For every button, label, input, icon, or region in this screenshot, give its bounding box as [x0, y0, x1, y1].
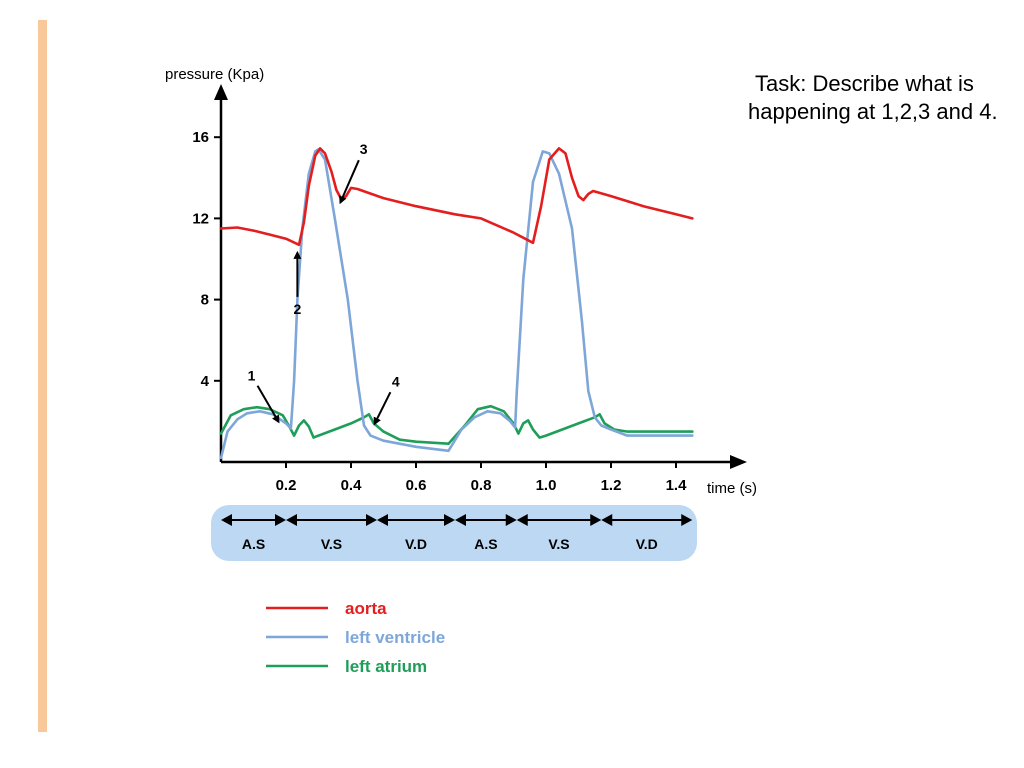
- y-tick-label: 8: [201, 292, 209, 309]
- series-line-aorta: [219, 147, 694, 247]
- phase-arrow-right: [366, 514, 377, 526]
- y-axis-label: pressure (Kpa): [165, 66, 264, 83]
- x-tick-label: 0.4: [341, 477, 363, 494]
- annotation-label-2: 2: [293, 301, 301, 317]
- y-axis-arrow: [214, 84, 228, 100]
- annotation-arrow-3: [339, 159, 360, 205]
- x-tick-label: 0.8: [471, 477, 492, 494]
- x-axis-arrow: [730, 455, 747, 469]
- legend-label-left-atrium: left atrium: [345, 657, 427, 676]
- phase-label: V.D: [405, 536, 427, 552]
- phase-label: A.S: [242, 536, 265, 552]
- annotation-label-4: 4: [392, 373, 400, 389]
- phase-label: V.S: [548, 536, 569, 552]
- x-tick-label: 0.2: [276, 477, 297, 494]
- phase-band-background: [211, 505, 697, 561]
- x-tick-label: 1.0: [536, 477, 557, 494]
- legend-label-left-ventricle: left ventricle: [345, 628, 445, 647]
- task-instruction: Task: Describe what is happening at 1,2,…: [748, 71, 998, 124]
- phase-arrow-left: [601, 514, 613, 526]
- phase-arrow-right: [444, 514, 455, 526]
- annotation-arrow-4: [373, 391, 392, 426]
- x-tick-label: 1.2: [601, 477, 622, 494]
- series-line-left-ventricle: [219, 148, 694, 460]
- annotation-label-3: 3: [360, 141, 368, 157]
- phase-arrow-left: [455, 514, 466, 526]
- x-axis-label: time (s): [707, 480, 757, 497]
- phase-arrow-left: [516, 514, 528, 526]
- x-tick-label: 0.6: [406, 477, 427, 494]
- annotation-label-1: 1: [248, 367, 256, 383]
- x-tick-label: 1.4: [666, 477, 688, 494]
- legend-label-aorta: aorta: [345, 599, 387, 618]
- phase-label: V.S: [321, 536, 342, 552]
- phase-arrow-right: [275, 514, 286, 526]
- phase-arrow-right: [681, 514, 693, 526]
- pressure-time-chart: A.S V.S V.D A.S V.S V.D pressure (Kpa) time (s…: [165, 66, 757, 676]
- chart-annotations: 1 2 3 4: [248, 141, 400, 426]
- chart-series: [219, 147, 694, 460]
- y-tick-label: 12: [192, 210, 209, 227]
- phase-arrow-left: [377, 514, 388, 526]
- phase-arrow-right: [590, 514, 602, 526]
- y-tick-label: 4: [201, 373, 210, 390]
- series-line-left-atrium: [219, 404, 694, 445]
- phase-arrow-left: [286, 514, 297, 526]
- y-tick-label: 16: [192, 129, 209, 146]
- slide-accent-bar: [38, 20, 47, 732]
- annotation-arrow-1: [256, 385, 280, 424]
- phase-arrow-right: [505, 514, 517, 526]
- phase-arrow-left: [221, 514, 232, 526]
- phase-label: V.D: [636, 536, 658, 552]
- phase-label: A.S: [474, 536, 497, 552]
- chart-legend: aorta left ventricle left atrium: [266, 599, 445, 676]
- cardiac-phase-band: A.S V.S V.D A.S V.S V.D: [211, 505, 697, 561]
